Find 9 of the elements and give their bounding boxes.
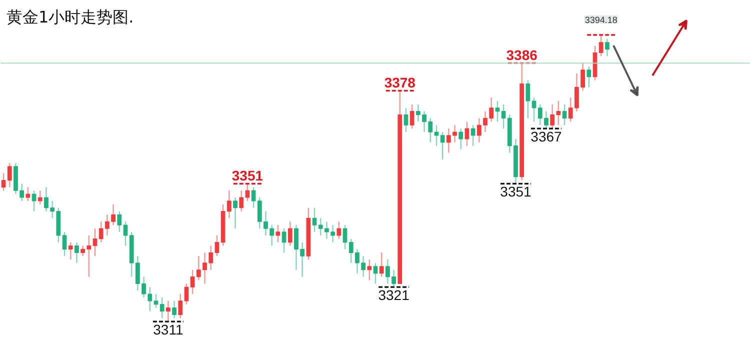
annotation: 3394.18 [584,14,618,25]
annotation: 3311 [153,322,184,338]
annotation: 3321 [378,287,410,304]
annotation: 3378 [384,74,416,91]
annotation: 3351 [500,184,532,200]
annotation: 3351 [232,168,264,184]
chart-title: 黄金1小时走势图. [6,8,134,26]
annotation: 3367 [530,128,562,145]
annotation: 3386 [506,47,538,64]
